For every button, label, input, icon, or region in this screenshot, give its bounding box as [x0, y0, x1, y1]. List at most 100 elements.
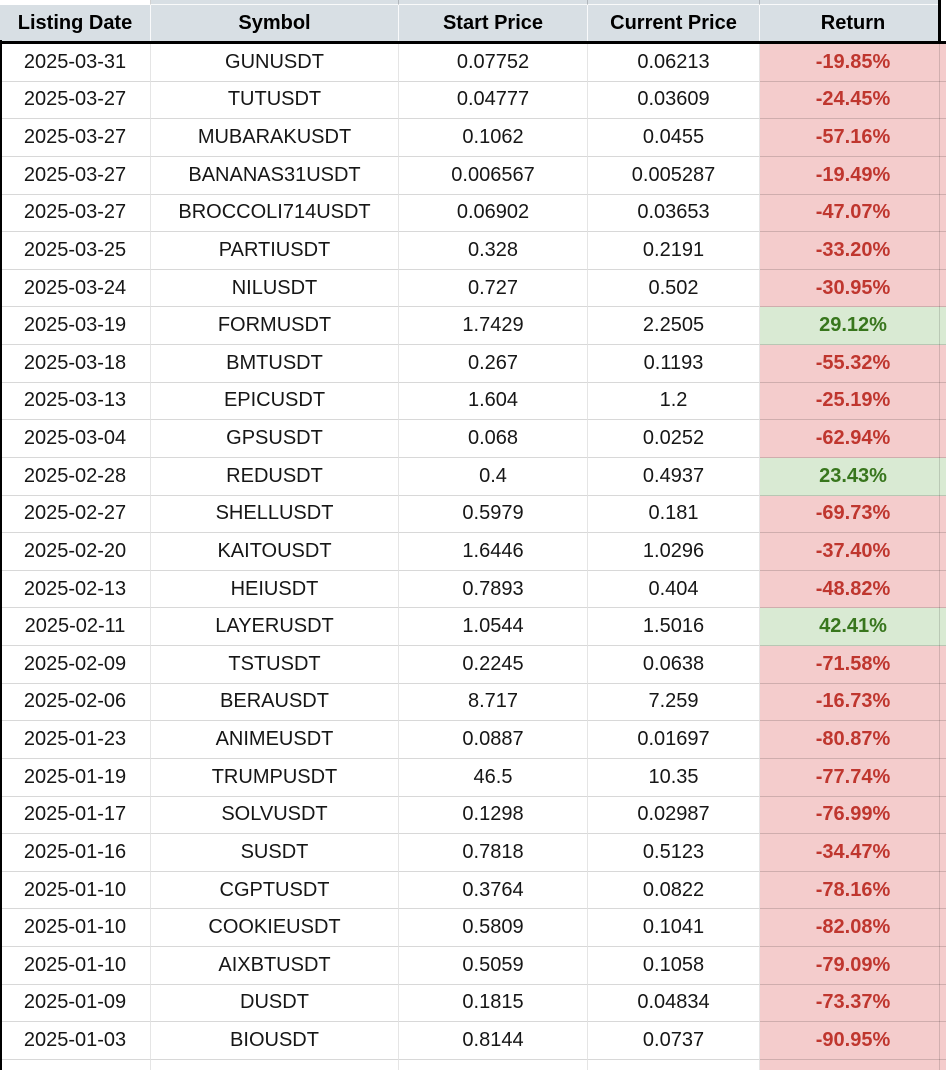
cell-listing-date[interactable]: 2025-01-10 — [0, 871, 151, 910]
cell-symbol[interactable]: SUSDT — [151, 834, 399, 872]
cell-symbol[interactable]: TRUMPUSDT — [151, 758, 399, 797]
cell-symbol[interactable]: BANANAS31USDT — [151, 156, 399, 195]
cell-current-price[interactable]: 0.1041 — [588, 909, 760, 947]
cell-current-price[interactable]: 0.0455 — [588, 119, 760, 157]
cell-return[interactable]: -30.95% — [760, 269, 946, 308]
cell-start-price[interactable]: 1.604 — [399, 382, 588, 421]
cell-symbol[interactable] — [151, 1059, 399, 1070]
cell-symbol[interactable]: NILUSDT — [151, 269, 399, 308]
cell-symbol[interactable]: BIOUSDT — [151, 1022, 399, 1060]
cell-return[interactable]: -57.16% — [760, 119, 946, 157]
cell-start-price[interactable]: 0.5809 — [399, 909, 588, 947]
cell-listing-date[interactable]: 2025-01-16 — [0, 834, 151, 872]
cell-current-price[interactable]: 0.4937 — [588, 457, 760, 496]
cell-current-price[interactable]: 10.35 — [588, 758, 760, 797]
cell-return[interactable]: -76.99% — [760, 796, 946, 835]
cell-symbol[interactable]: KAITOUSDT — [151, 533, 399, 571]
cell-current-price[interactable]: 0.02987 — [588, 796, 760, 835]
cell-symbol[interactable]: TUTUSDT — [151, 81, 399, 120]
cell-start-price[interactable]: 0.1815 — [399, 984, 588, 1023]
cell-return[interactable]: -78.16% — [760, 871, 946, 910]
cell-start-price[interactable]: 0.267 — [399, 345, 588, 383]
cell-start-price[interactable]: 0.006567 — [399, 156, 588, 195]
cell-start-price[interactable]: 0.7893 — [399, 570, 588, 609]
cell-return[interactable]: 42.41% — [760, 608, 946, 646]
cell-start-price[interactable]: 0.8144 — [399, 1022, 588, 1060]
cell-current-price[interactable]: 0.1058 — [588, 947, 760, 985]
cell-start-price[interactable]: 0.04777 — [399, 81, 588, 120]
cell-symbol[interactable]: HEIUSDT — [151, 570, 399, 609]
cell-return[interactable]: -34.47% — [760, 834, 946, 872]
cell-current-price[interactable]: 0.0638 — [588, 646, 760, 684]
cell-return[interactable]: -82.08% — [760, 909, 946, 947]
cell-listing-date[interactable]: 2025-01-10 — [0, 947, 151, 985]
cell-symbol[interactable]: BROCCOLI714USDT — [151, 194, 399, 233]
cell-return[interactable]: -19.85% — [760, 44, 946, 82]
cell-symbol[interactable]: BERAUSDT — [151, 683, 399, 722]
cell-listing-date[interactable]: 2025-02-28 — [0, 457, 151, 496]
cell-return[interactable]: -48.82% — [760, 570, 946, 609]
cell-return[interactable]: -47.07% — [760, 194, 946, 233]
cell-current-price[interactable]: 0.181 — [588, 495, 760, 534]
cell-listing-date[interactable]: 2025-03-27 — [0, 119, 151, 157]
cell-symbol[interactable]: CGPTUSDT — [151, 871, 399, 910]
cell-symbol[interactable]: COOKIEUSDT — [151, 909, 399, 947]
column-header-listing-date[interactable]: Listing Date — [0, 5, 151, 41]
cell-symbol[interactable]: REDUSDT — [151, 457, 399, 496]
cell-start-price[interactable] — [399, 1059, 588, 1070]
cell-start-price[interactable]: 1.7429 — [399, 307, 588, 345]
cell-start-price[interactable]: 0.7818 — [399, 834, 588, 872]
cell-current-price[interactable]: 7.259 — [588, 683, 760, 722]
cell-start-price[interactable]: 0.5979 — [399, 495, 588, 534]
cell-return[interactable]: -16.73% — [760, 683, 946, 722]
cell-return[interactable]: -62.94% — [760, 420, 946, 458]
cell-return[interactable]: -37.40% — [760, 533, 946, 571]
cell-start-price[interactable]: 0.068 — [399, 420, 588, 458]
cell-listing-date[interactable]: 2025-01-09 — [0, 984, 151, 1023]
cell-return[interactable]: 29.12% — [760, 307, 946, 345]
cell-return[interactable]: -25.19% — [760, 382, 946, 421]
cell-start-price[interactable]: 0.0887 — [399, 721, 588, 759]
cell-start-price[interactable]: 46.5 — [399, 758, 588, 797]
cell-symbol[interactable]: DUSDT — [151, 984, 399, 1023]
cell-current-price[interactable]: 0.04834 — [588, 984, 760, 1023]
cell-listing-date[interactable]: 2025-02-11 — [0, 608, 151, 646]
cell-symbol[interactable]: EPICUSDT — [151, 382, 399, 421]
cell-symbol[interactable]: GPSUSDT — [151, 420, 399, 458]
cell-symbol[interactable]: SHELLUSDT — [151, 495, 399, 534]
cell-current-price[interactable]: 0.2191 — [588, 232, 760, 270]
cell-listing-date[interactable]: 2025-03-27 — [0, 194, 151, 233]
cell-return[interactable]: -73.37% — [760, 984, 946, 1023]
cell-listing-date[interactable] — [0, 1059, 151, 1070]
cell-start-price[interactable]: 0.2245 — [399, 646, 588, 684]
cell-start-price[interactable]: 0.5059 — [399, 947, 588, 985]
cell-return[interactable]: -90.95% — [760, 1022, 946, 1060]
cell-return[interactable]: -79.09% — [760, 947, 946, 985]
cell-symbol[interactable]: GUNUSDT — [151, 44, 399, 82]
cell-current-price[interactable]: 0.01697 — [588, 721, 760, 759]
cell-current-price[interactable]: 0.06213 — [588, 44, 760, 82]
cell-symbol[interactable]: PARTIUSDT — [151, 232, 399, 270]
column-header-current-price[interactable]: Current Price — [588, 5, 760, 41]
column-header-return[interactable]: Return — [820, 11, 886, 34]
column-header-start-price[interactable]: Start Price — [399, 5, 588, 41]
cell-current-price[interactable]: 0.5123 — [588, 834, 760, 872]
cell-return[interactable]: -19.49% — [760, 156, 946, 195]
cell-current-price[interactable] — [588, 1059, 760, 1070]
cell-start-price[interactable]: 0.328 — [399, 232, 588, 270]
cell-listing-date[interactable]: 2025-03-31 — [0, 44, 151, 82]
cell-current-price[interactable]: 0.03609 — [588, 81, 760, 120]
cell-listing-date[interactable]: 2025-02-06 — [0, 683, 151, 722]
cell-current-price[interactable]: 0.1193 — [588, 345, 760, 383]
cell-return[interactable]: -71.58% — [760, 646, 946, 684]
cell-listing-date[interactable]: 2025-03-24 — [0, 269, 151, 308]
cell-start-price[interactable]: 1.6446 — [399, 533, 588, 571]
cell-start-price[interactable]: 0.1062 — [399, 119, 588, 157]
cell-listing-date[interactable]: 2025-01-23 — [0, 721, 151, 759]
cell-symbol[interactable]: ANIMEUSDT — [151, 721, 399, 759]
cell-listing-date[interactable]: 2025-03-25 — [0, 232, 151, 270]
cell-listing-date[interactable]: 2025-03-13 — [0, 382, 151, 421]
cell-symbol[interactable]: MUBARAKUSDT — [151, 119, 399, 157]
cell-return[interactable]: -69.73% — [760, 495, 946, 534]
cell-start-price[interactable]: 0.727 — [399, 269, 588, 308]
